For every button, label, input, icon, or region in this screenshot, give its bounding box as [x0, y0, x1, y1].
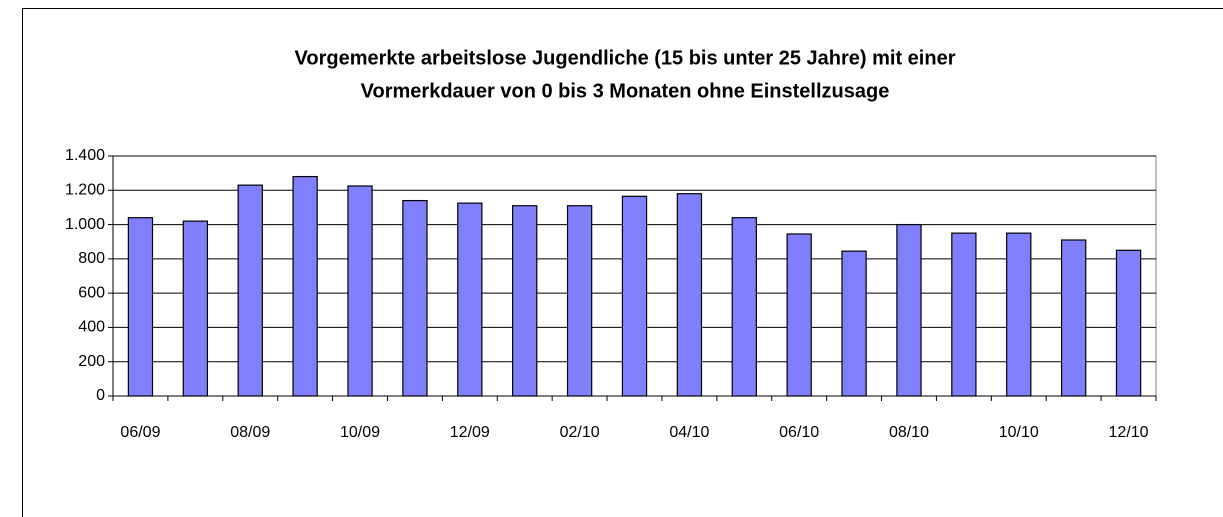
- x-tick-label: 08/10: [889, 424, 929, 441]
- y-tick-label: 1.400: [65, 147, 105, 164]
- y-tick-label: 400: [78, 319, 105, 336]
- bar: [402, 199, 428, 397]
- bar: [512, 205, 538, 397]
- y-tick-label: 600: [78, 284, 105, 301]
- chart-title: Vormerkdauer von 0 bis 3 Monaten ohne Ei…: [361, 80, 890, 102]
- bar: [347, 185, 373, 397]
- chart-title: Vorgemerkte arbeitslose Jugendliche (15 …: [295, 47, 956, 69]
- bar: [841, 250, 867, 397]
- bar: [292, 175, 318, 397]
- y-tick-label: 800: [78, 250, 105, 267]
- x-tick-label: 08/09: [230, 424, 270, 441]
- bar: [566, 205, 593, 397]
- bar: [237, 184, 263, 397]
- y-tick-label: 0: [96, 387, 105, 404]
- bar: [1115, 249, 1142, 397]
- bar: [182, 220, 209, 397]
- bar: [951, 232, 977, 397]
- y-tick-label: 1.000: [65, 216, 105, 233]
- x-tick-label: 06/10: [779, 424, 819, 441]
- bar: [786, 233, 812, 397]
- bar: [127, 217, 154, 397]
- x-tick-label: 02/10: [560, 424, 600, 441]
- x-tick-label: 12/09: [450, 424, 490, 441]
- bar: [896, 223, 922, 397]
- bar: [1006, 232, 1032, 397]
- x-tick-label: 10/10: [999, 424, 1039, 441]
- x-tick-label: 06/09: [120, 424, 160, 441]
- bar: [731, 217, 757, 397]
- bar: [676, 193, 703, 397]
- x-tick-label: 10/09: [340, 424, 380, 441]
- y-tick-label: 200: [78, 353, 105, 370]
- bar: [457, 202, 483, 397]
- bar: [621, 195, 648, 397]
- y-tick-label: 1.200: [65, 182, 105, 199]
- bar: [1060, 239, 1087, 397]
- x-tick-label: 12/10: [1109, 424, 1149, 441]
- x-tick-label: 04/10: [669, 424, 709, 441]
